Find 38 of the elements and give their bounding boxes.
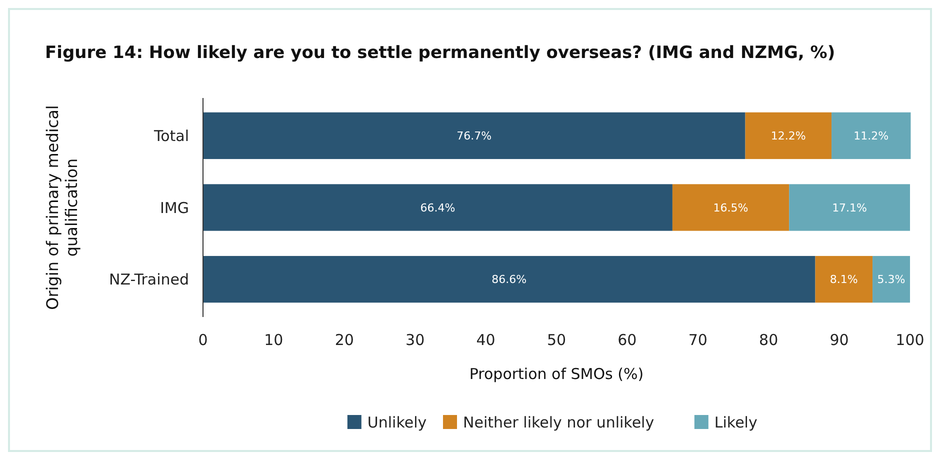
legend-label: Neither likely nor unlikely bbox=[463, 413, 654, 432]
x-tick-label: 30 bbox=[406, 331, 425, 349]
data-label: 8.1% bbox=[830, 273, 858, 286]
data-label: 11.2% bbox=[854, 130, 889, 143]
bar bbox=[672, 184, 790, 231]
bar bbox=[203, 256, 816, 303]
data-label: 5.3% bbox=[877, 273, 906, 286]
y-tick-label: IMG bbox=[160, 198, 189, 217]
bar bbox=[745, 112, 832, 160]
data-label: 12.2% bbox=[770, 130, 806, 143]
y-tick-label: NZ-Trained bbox=[108, 270, 189, 289]
x-tick-label: 70 bbox=[688, 331, 708, 349]
bar bbox=[815, 256, 873, 303]
x-tick-label: 0 bbox=[198, 331, 208, 349]
data-label: 16.5% bbox=[713, 201, 748, 214]
x-tick-label: 50 bbox=[546, 331, 566, 349]
x-tick-label: 60 bbox=[618, 331, 637, 349]
data-label: 66.4% bbox=[420, 201, 456, 214]
legend-label: Unlikely bbox=[367, 413, 427, 432]
legend-label: Likely bbox=[714, 413, 758, 432]
bar bbox=[203, 112, 746, 160]
x-tick-label: 40 bbox=[476, 331, 496, 349]
bar bbox=[789, 184, 910, 231]
x-tick-label: 80 bbox=[759, 331, 778, 349]
bar bbox=[203, 184, 672, 231]
x-tick-label: 90 bbox=[830, 331, 849, 349]
bar bbox=[872, 256, 910, 303]
x-axis-title: Proportion of SMOs (%) bbox=[469, 365, 644, 383]
bar bbox=[832, 112, 911, 160]
y-tick-label: Total bbox=[152, 126, 189, 145]
data-label: 76.7% bbox=[456, 130, 492, 143]
data-label: 86.6% bbox=[492, 273, 527, 286]
x-tick-label: 10 bbox=[264, 331, 284, 349]
data-label: 17.1% bbox=[832, 201, 868, 214]
x-tick-label: 100 bbox=[896, 331, 924, 349]
y-axis-title: Origin of primary medical qualification bbox=[43, 105, 81, 310]
chart-title: Figure 14: How likely are you to settle permanently overseas? (IMG and NZMG, %) bbox=[45, 43, 836, 63]
x-tick-label: 20 bbox=[334, 331, 354, 349]
